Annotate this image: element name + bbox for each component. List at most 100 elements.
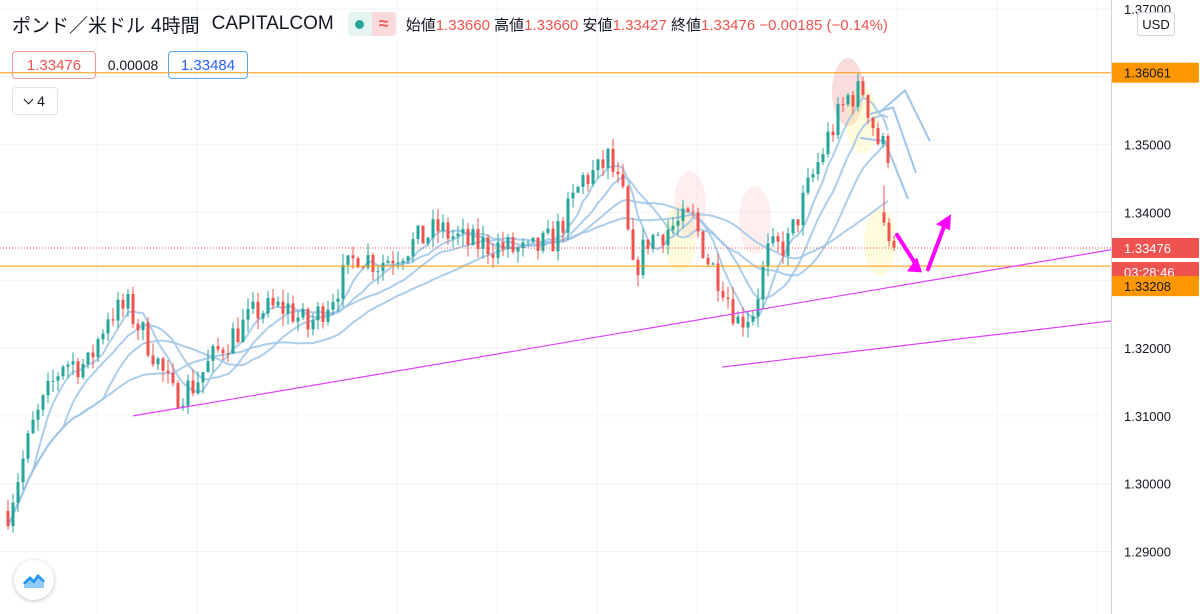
indicators-toggle-button[interactable]: 4 <box>12 87 58 115</box>
candle-body <box>886 135 890 163</box>
candle-body <box>736 316 740 324</box>
symbol-name[interactable]: ポンド／米ドル <box>12 15 146 37</box>
moving-averages <box>7 88 931 527</box>
trendline <box>721 320 1112 368</box>
candle-body <box>116 299 120 321</box>
candle-body <box>481 237 485 249</box>
candle-body <box>456 233 460 237</box>
candle-body <box>476 229 480 249</box>
candle-body <box>596 159 600 171</box>
candle-body <box>811 174 815 178</box>
candle-body <box>766 243 770 267</box>
candle-body <box>641 239 645 276</box>
sell-price-button[interactable]: 1.33476 <box>12 51 96 79</box>
ohlc-values: 始値1.33660 高値1.33660 安値1.33427 終値1.33476 … <box>406 14 888 35</box>
candle-body <box>186 380 190 406</box>
candle-body <box>686 208 690 212</box>
candle-body <box>436 219 440 232</box>
moving-average-line <box>7 113 889 527</box>
candle-body <box>296 317 300 322</box>
candle-body <box>461 228 465 234</box>
candle-body <box>887 222 891 241</box>
chevron-down-icon <box>23 94 34 104</box>
candle-body <box>871 117 875 129</box>
trendline <box>132 249 1112 417</box>
candle-body <box>696 212 700 232</box>
candle-body <box>661 234 665 246</box>
candle-body <box>346 255 350 265</box>
candle-body <box>91 352 95 358</box>
candle-body <box>816 162 820 175</box>
candle-body <box>466 228 470 245</box>
candle-body <box>721 290 725 298</box>
candle-body <box>621 174 625 187</box>
candle-body <box>276 301 280 306</box>
candle-body <box>326 309 330 322</box>
candle-body <box>561 221 565 233</box>
candle-body <box>156 358 160 365</box>
currency-button[interactable]: USD <box>1137 12 1175 36</box>
candle-body <box>726 297 730 300</box>
candle-body <box>96 339 100 358</box>
spread-value: 0.00008 <box>107 57 159 73</box>
candle-body <box>611 148 615 172</box>
moving-average-line <box>869 106 917 174</box>
price-tick-label: 1.29000 <box>1124 545 1171 560</box>
candle-body <box>406 256 410 261</box>
candle-body <box>416 225 420 240</box>
candle-body <box>206 360 210 373</box>
candle-body <box>781 241 785 256</box>
candle-body <box>146 322 150 356</box>
up-arrow-head <box>936 214 951 231</box>
candle-body <box>336 298 340 302</box>
tradingview-logo-icon[interactable] <box>14 560 54 600</box>
candle-body <box>636 259 640 276</box>
candle-body <box>16 482 20 503</box>
candle-body <box>196 382 200 394</box>
candle-body <box>286 303 290 314</box>
highlight-blob <box>739 186 771 254</box>
candle-body <box>271 297 275 306</box>
close-value: 1.33476 <box>700 16 756 34</box>
candle-body <box>281 301 285 314</box>
timeframe-label[interactable]: 4時間 <box>151 15 200 37</box>
candle-body <box>681 208 685 221</box>
low-value: 1.33427 <box>612 16 667 34</box>
candle-body <box>556 221 560 252</box>
candle-body <box>651 235 655 249</box>
price-tick-label: 1.34000 <box>1124 205 1171 220</box>
candle-body <box>46 380 50 396</box>
candle-body <box>881 135 885 145</box>
candle-body <box>631 229 635 260</box>
candle-body <box>166 370 170 373</box>
candle-body <box>81 364 85 378</box>
forecast-arrows <box>895 214 951 273</box>
candle-body <box>331 301 335 310</box>
candle-body <box>61 366 65 377</box>
candle-body <box>261 313 265 319</box>
candle-body <box>606 148 610 168</box>
moving-average-line <box>879 88 931 142</box>
candle-body <box>26 433 30 459</box>
chart-legend: ポンド／米ドル 4時間 CAPITALCOM ≈ 始値1.33660 高値1.3… <box>12 12 888 37</box>
candle-body <box>441 222 445 232</box>
indicator-count: 4 <box>37 93 45 109</box>
candle-body <box>371 255 375 272</box>
candle-body <box>141 322 145 331</box>
candle-body <box>71 361 75 365</box>
candle-body <box>31 419 35 434</box>
candle-body <box>301 309 305 318</box>
candle-body <box>806 177 810 193</box>
candle-body <box>826 131 830 155</box>
candle-body <box>341 264 345 299</box>
candle-body <box>511 237 515 252</box>
candle-body <box>601 159 605 168</box>
market-status[interactable]: ≈ <box>347 12 396 36</box>
price-tick-label: 1.35000 <box>1124 138 1171 153</box>
candle-body <box>171 372 175 384</box>
buy-price-button[interactable]: 1.33484 <box>168 51 248 79</box>
candle-body <box>316 306 320 321</box>
candle-body <box>291 303 295 322</box>
candle-body <box>581 175 585 187</box>
